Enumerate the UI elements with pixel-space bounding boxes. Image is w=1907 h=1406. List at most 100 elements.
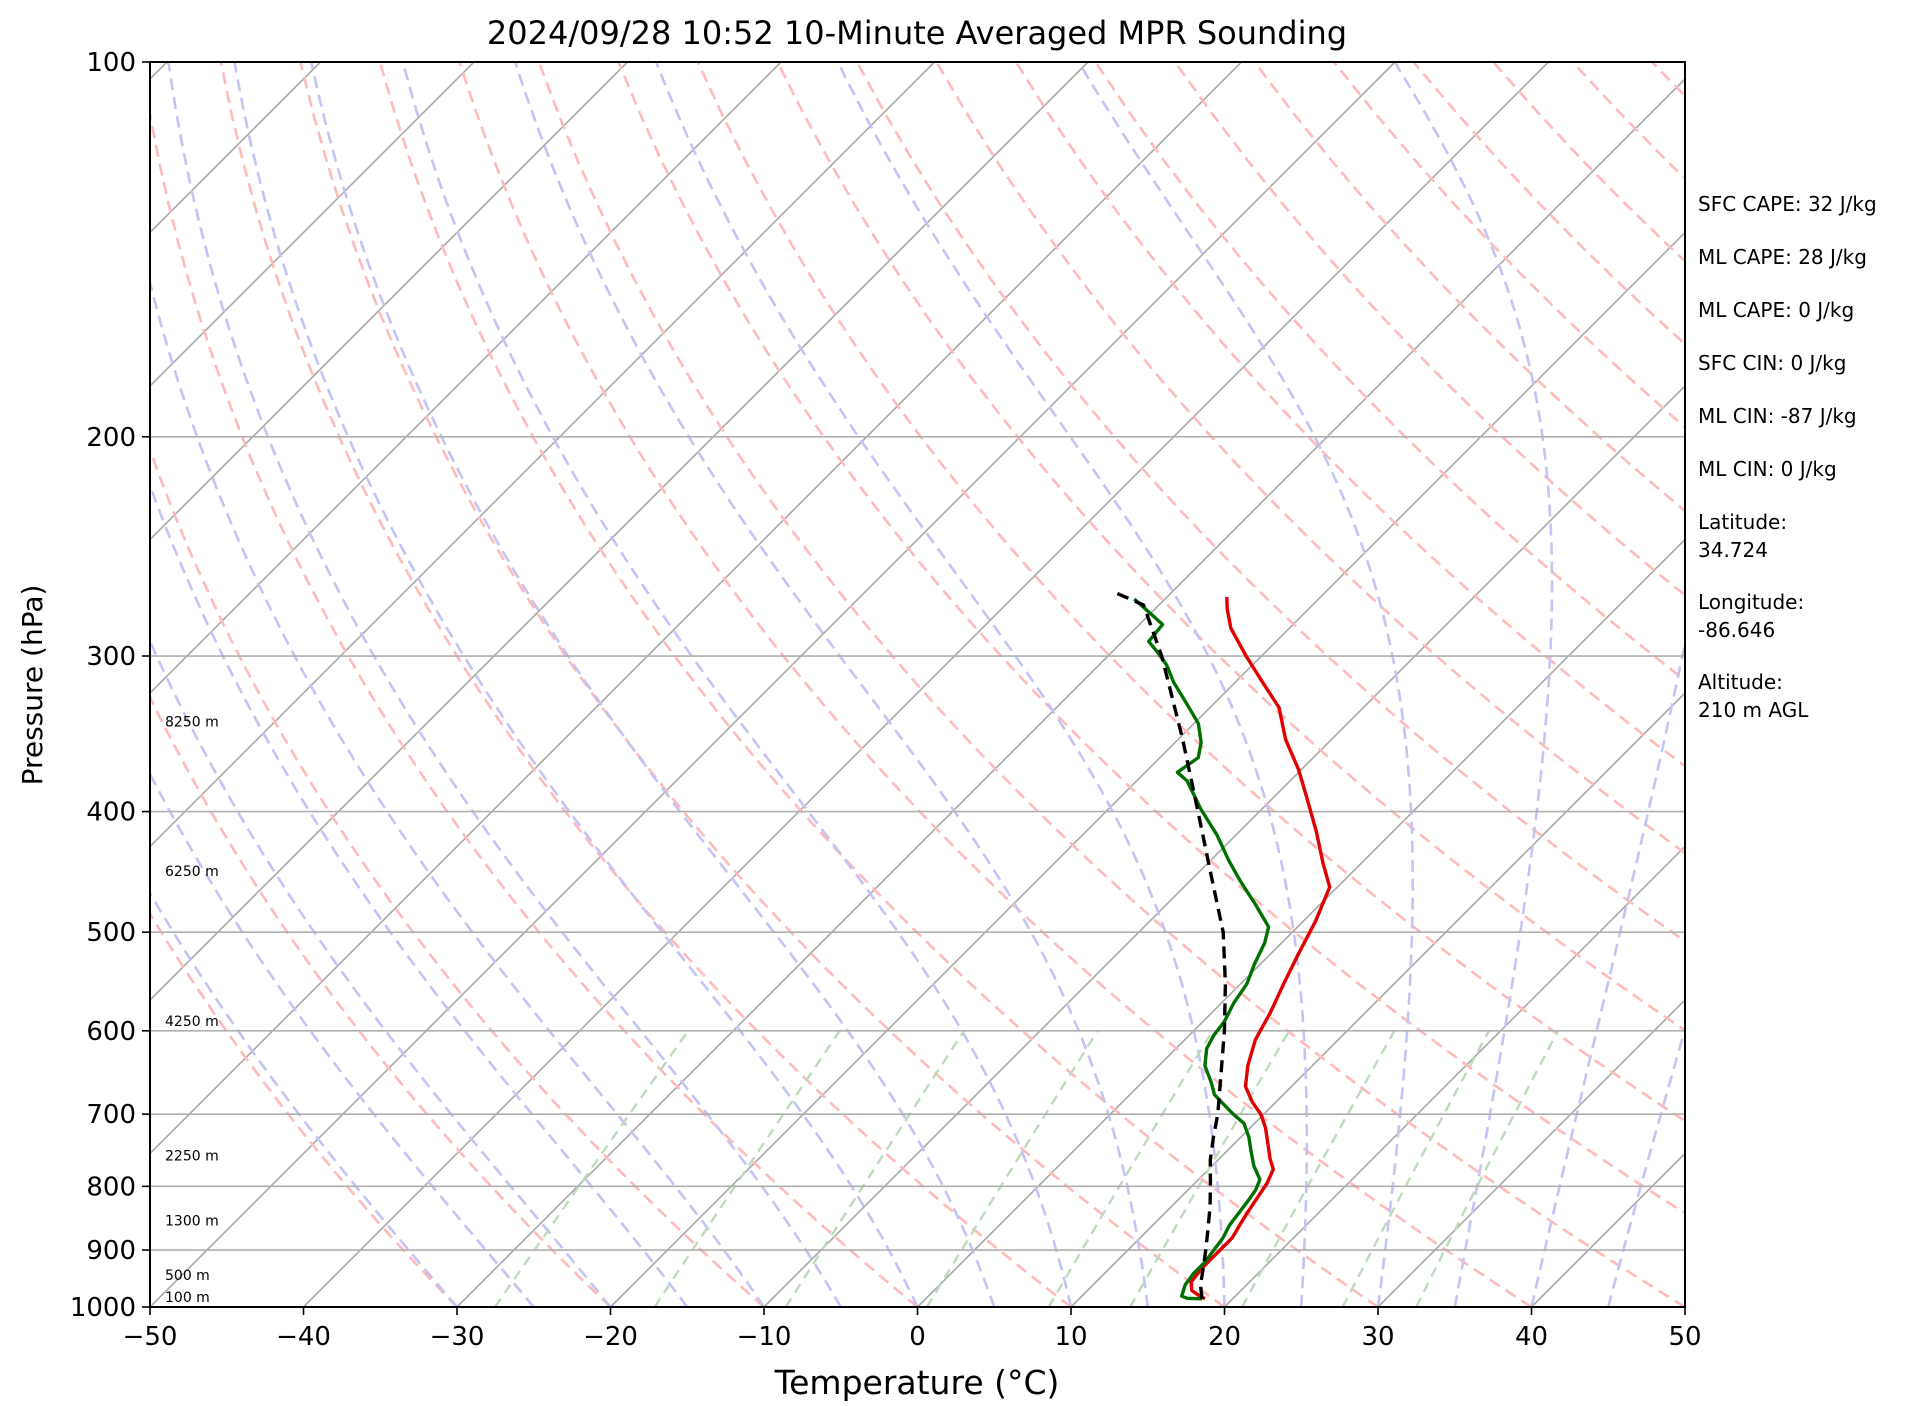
isotherm-line [1070, 691, 1685, 1307]
side-panel-line: ML CAPE: 0 J/kg [1698, 298, 1854, 322]
y-tick-label: 300 [86, 642, 136, 672]
mixing-ratio-line [1415, 1030, 1560, 1307]
isotherm-line [150, 62, 936, 848]
x-axis-label: Temperature (°C) [774, 1363, 1060, 1402]
moist-adiabat-line [1393, 62, 1554, 1307]
side-panel-line: ML CAPE: 28 J/kg [1698, 245, 1867, 269]
x-tick-label: 40 [1515, 1322, 1548, 1352]
moist-adiabat-line [401, 62, 1073, 1307]
mixing-ratio-line [653, 1030, 841, 1307]
moist-adiabat-line [654, 62, 1226, 1307]
moist-adiabat-line [150, 890, 458, 1307]
y-tick-label: 500 [86, 918, 136, 948]
isotherm-line [150, 62, 1396, 1307]
x-tick-label: 20 [1208, 1322, 1241, 1352]
dry-adiabat-line [299, 62, 1226, 1307]
x-tick-label: −20 [583, 1322, 638, 1352]
x-tick-label: −50 [123, 1322, 178, 1352]
isotherm-line [609, 231, 1685, 1307]
side-panel-line: Altitude: [1698, 670, 1783, 694]
moist-adiabat-line [233, 62, 919, 1307]
dry-adiabat-line [855, 62, 1685, 943]
y-tick-label: 400 [86, 798, 136, 828]
isotherm-line [1223, 845, 1685, 1307]
mixing-ratio-line [784, 1030, 966, 1307]
dry-adiabat-line [617, 62, 1685, 1215]
height-labels: 100 m 500 m 1300 m 2250 m 4250 m 6250 m 8250 m [165, 715, 219, 1306]
mixing-ratio-line [493, 1030, 690, 1307]
moist-adiabat-line [150, 771, 535, 1307]
moist-adiabat-line [150, 277, 766, 1307]
isotherm-line [916, 538, 1685, 1307]
dry-adiabat-line [696, 62, 1685, 1123]
dry-adiabat-line [1173, 62, 1685, 597]
side-panel-line: 34.724 [1698, 538, 1768, 562]
isotherm-line [763, 384, 1685, 1307]
isotherm-line [150, 62, 1243, 1155]
isotherm-line [150, 62, 1089, 1002]
side-panel: SFC CAPE: 32 J/kg ML CAPE: 28 J/kg ML CAPE… [1698, 192, 1877, 722]
x-tick-label: 10 [1054, 1322, 1087, 1352]
dry-adiabat-line [150, 911, 458, 1307]
sounding-series-line-2 [1133, 597, 1271, 1301]
height-label: 2250 m [165, 1149, 219, 1165]
isotherm-line [150, 62, 782, 695]
dry-adiabat-line [150, 694, 612, 1307]
height-label: 100 m [165, 1290, 210, 1306]
dry-adiabat-line [537, 62, 1685, 1307]
isotherm-line [0, 62, 14, 1307]
moist-adiabat-line [1530, 636, 1685, 1307]
isotherm-line [150, 62, 629, 541]
dry-adiabat-line [458, 62, 1533, 1307]
sounding-profiles [1110, 589, 1332, 1301]
x-tick-label: −30 [430, 1322, 485, 1352]
side-panel-line: Longitude: [1698, 590, 1804, 614]
height-label: 500 m [165, 1268, 210, 1284]
y-tick-label: 1000 [70, 1293, 136, 1323]
isotherm-line [150, 62, 475, 388]
height-label: 8250 m [165, 715, 219, 731]
x-tick-label: 30 [1361, 1322, 1394, 1352]
height-label: 6250 m [165, 864, 219, 880]
side-panel-line: Latitude: [1698, 510, 1787, 534]
x-tick-label: −40 [276, 1322, 331, 1352]
dry-adiabat-line [150, 106, 919, 1307]
y-axis-label: Pressure (hPa) [16, 585, 49, 786]
sounding-series-line-1 [1189, 596, 1332, 1301]
moist-adiabat-line [310, 62, 996, 1307]
y-tick-label: 800 [86, 1172, 136, 1202]
dry-adiabat-line [150, 446, 765, 1307]
height-label: 4250 m [165, 1014, 219, 1030]
isotherm-line [1377, 998, 1685, 1307]
dry-adiabat-line [935, 62, 1685, 855]
moist-adiabat-line [836, 62, 1309, 1307]
moist-adiabat-line [1077, 62, 1414, 1307]
moist-adiabat-line [167, 62, 842, 1307]
isotherm-line [302, 62, 1550, 1307]
side-panel-line: SFC CAPE: 32 J/kg [1698, 192, 1877, 216]
y-tick-label: 200 [86, 423, 136, 453]
background-lines [0, 62, 1685, 1307]
dry-adiabat-line [1014, 62, 1685, 768]
dry-adiabat-line [776, 62, 1685, 1032]
y-tick-label: 900 [86, 1236, 136, 1266]
isotherm-line [456, 77, 1685, 1307]
y-tick-label: 100 [86, 48, 136, 78]
dry-adiabat-line [219, 62, 1072, 1307]
side-panel-line: ML CIN: 0 J/kg [1698, 457, 1837, 481]
y-axis-ticks: 100 200 300 400 500 600 700 800 900 1000 [70, 48, 150, 1323]
mixing-ratio-line [925, 1030, 1099, 1307]
y-tick-label: 600 [86, 1017, 136, 1047]
x-tick-label: −10 [737, 1322, 792, 1352]
height-label: 1300 m [165, 1213, 219, 1229]
moist-adiabat-line [150, 481, 689, 1307]
x-tick-label: 0 [909, 1322, 926, 1352]
side-panel-line: ML CIN: -87 J/kg [1698, 404, 1857, 428]
y-tick-label: 700 [86, 1100, 136, 1130]
side-panel-line: -86.646 [1698, 618, 1775, 642]
sounding-series-line-3 [1110, 589, 1228, 1299]
side-panel-line: 210 m AGL [1698, 698, 1809, 722]
chart-title: 2024/09/28 10:52 10-Minute Averaged MPR … [487, 14, 1347, 52]
side-panel-line: SFC CIN: 0 J/kg [1698, 351, 1846, 375]
